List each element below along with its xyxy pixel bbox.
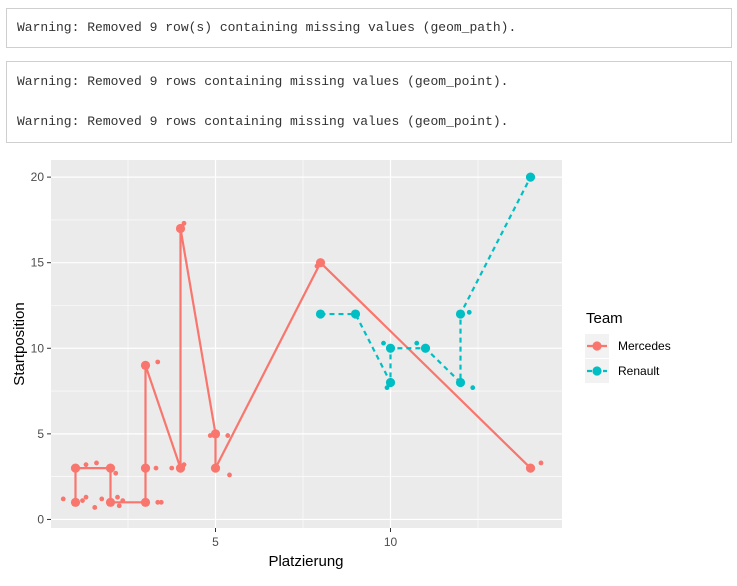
data-point-mercedes [70, 463, 81, 473]
jitter-point-mercedes [80, 498, 85, 504]
warning-text: Warning: Removed 9 row(s) containing mis… [17, 20, 517, 35]
jitter-point-mercedes [153, 465, 159, 471]
x-tick-label: 5 [212, 535, 219, 549]
jitter-point-mercedes [538, 460, 544, 466]
data-point-renault [315, 309, 326, 319]
series-line-renault [320, 176, 532, 384]
jitter-point-mercedes [115, 494, 120, 500]
jitter-point-mercedes [83, 462, 89, 468]
y-tick-label: 20 [31, 170, 45, 184]
jitter-point-mercedes [169, 465, 175, 471]
jitter-point-renault [414, 340, 420, 346]
legend-label-mercedes: Mercedes [618, 339, 671, 353]
data-point-mercedes [140, 360, 151, 370]
warning-text: Warning: Removed 9 rows containing missi… [17, 74, 509, 89]
data-point-mercedes [105, 497, 116, 507]
legend-items: Mercedes Renault [585, 334, 671, 383]
jitter-point-renault [381, 340, 386, 346]
data-point-renault [385, 377, 396, 388]
y-tick-label: 10 [31, 341, 45, 355]
data-point-mercedes [175, 223, 186, 234]
data-point-renault [455, 309, 466, 319]
data-point-renault [385, 343, 396, 353]
jitter-point-mercedes [155, 499, 161, 505]
jitter-point-mercedes [60, 496, 66, 502]
data-point-renault [525, 172, 536, 182]
data-point-mercedes [175, 463, 186, 473]
y-tick-label: 5 [37, 427, 44, 441]
data-point-mercedes [105, 463, 116, 473]
startposition-plot: 5 10 0 5 10 15 20 Platzierung Startposition Te… [11, 160, 671, 570]
axis-ticks [47, 176, 391, 532]
legend-key-point [592, 341, 602, 351]
data-point-renault [455, 377, 466, 388]
data-point-mercedes [525, 463, 536, 473]
jitter-point-mercedes [99, 496, 105, 502]
data-point-renault [350, 309, 361, 319]
jitter-point-mercedes [92, 505, 98, 510]
jitter-point-mercedes [116, 503, 122, 509]
legend-label-renault: Renault [618, 364, 660, 378]
console-output-path-warning: Warning: Removed 9 row(s) containing mis… [6, 8, 732, 48]
data-point-mercedes [70, 497, 81, 507]
plot-panel [51, 160, 562, 528]
data-point-mercedes [140, 463, 151, 473]
x-tick-label: 10 [384, 535, 398, 549]
warning-text: Warning: Removed 9 rows containing missi… [17, 114, 509, 129]
y-tick-label: 0 [37, 512, 44, 526]
jitter-point-mercedes [225, 433, 231, 438]
y-axis-title: Startposition [11, 302, 28, 385]
minor-gridlines [51, 160, 562, 528]
jitter-point-mercedes [158, 499, 164, 505]
data-points [70, 172, 536, 507]
jitter-point-renault [470, 385, 476, 391]
y-tick-label: 15 [31, 256, 45, 270]
data-point-mercedes [140, 497, 151, 507]
data-point-renault [420, 343, 431, 353]
data-point-mercedes [315, 258, 326, 268]
jitter-point-mercedes [94, 460, 99, 466]
jitter-point-mercedes [83, 494, 89, 500]
legend: Team Mercedes Renault [585, 310, 671, 383]
console-output-point-warnings: Warning: Removed 9 rows containing missi… [6, 61, 732, 143]
data-point-mercedes [210, 429, 221, 439]
jitter-points [60, 220, 544, 510]
jitter-point-renault [466, 309, 472, 315]
jitter-point-mercedes [120, 498, 126, 504]
data-point-mercedes [210, 463, 221, 473]
axis-tick-labels: 5 10 0 5 10 15 20 [31, 170, 398, 549]
jitter-point-mercedes [227, 472, 232, 478]
jitter-point-mercedes [113, 470, 119, 476]
legend-key-point [592, 366, 602, 376]
jitter-point-mercedes [155, 359, 161, 365]
legend-title: Team [586, 310, 623, 327]
x-axis-title: Platzierung [268, 553, 343, 570]
